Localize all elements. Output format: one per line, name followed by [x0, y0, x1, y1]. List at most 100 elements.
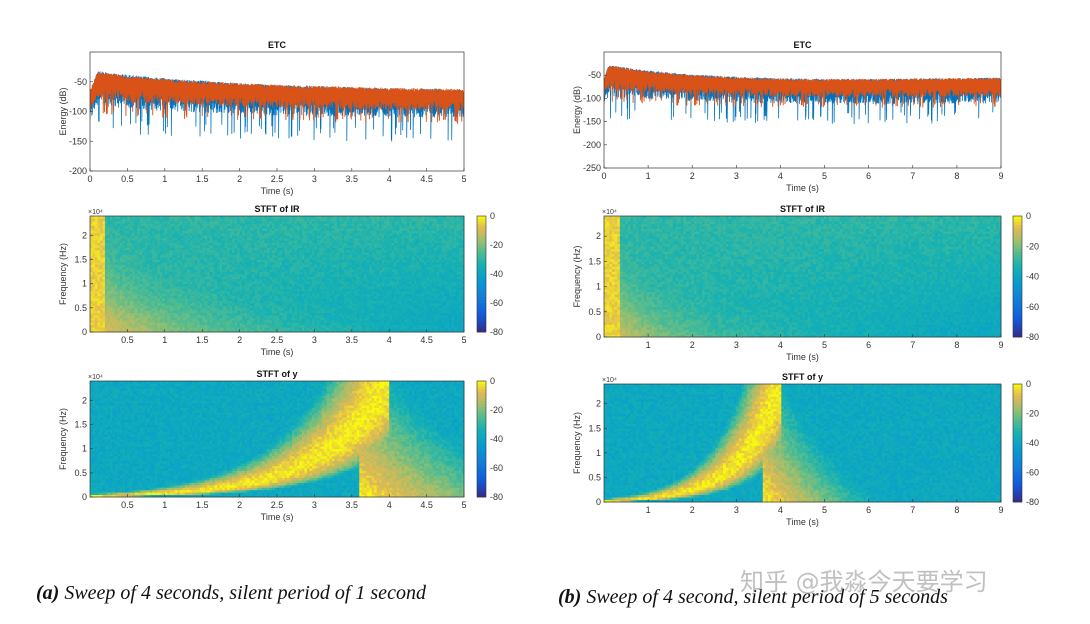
panel-a-stft-ir-cell: [112, 261, 116, 265]
panel-a-stft-ir-cell: [257, 242, 260, 246]
panel-a-stft-ir-cell: [294, 317, 298, 321]
panel-a-stft-ir-cell: [314, 281, 318, 285]
panel-a-stft-ir-cell: [174, 223, 178, 227]
panel-a-stft-ir-cell: [286, 237, 290, 241]
panel-a-stft-ir-cell: [334, 274, 338, 277]
panel-a-stft-ir-cell: [309, 281, 313, 285]
panel-a-stft-ir-cell: [144, 310, 148, 314]
panel-a-stft-ir-cell: [306, 264, 310, 268]
panel-a-stft-ir-cell: [319, 329, 323, 333]
panel-a-stft-ir-cell: [244, 269, 248, 272]
panel-a-stft-ir-cell: [274, 216, 278, 219]
panel-a-stft-ir-cell: [232, 254, 236, 258]
panel-a-stft-ir-cell: [207, 290, 211, 294]
panel-a-stft-ir-cell: [269, 293, 273, 297]
panel-a-stft-ir-cell: [296, 329, 300, 333]
panel-a-stft-ir-cell: [197, 266, 201, 270]
panel-a-stft-ir-cell: [212, 216, 216, 219]
panel-a-stft-ir-cell: [222, 322, 226, 326]
panel-a-stft-ir-cell: [159, 261, 163, 265]
panel-a-stft-ir-cell: [329, 218, 333, 222]
panel-a-stft-ir-cell: [252, 312, 255, 316]
panel-a-stft-ir-cell: [194, 242, 198, 246]
panel-a-stft-ir-cell: [192, 286, 196, 289]
panel-a-stft-ir-cell: [341, 242, 345, 246]
panel-a-stft-ir-cell: [152, 286, 156, 289]
panel-a-stft-ir-cell: [184, 310, 188, 314]
panel-a-stft-ir-cell: [97, 324, 101, 328]
panel-a-stft-ir-cell: [147, 261, 151, 265]
panel-a-stft-ir-cell: [281, 259, 285, 263]
panel-a-stft-ir-cell: [124, 322, 128, 326]
panel-a-stft-ir-cell: [321, 274, 325, 277]
panel-a-stft-ir-cell: [194, 228, 198, 231]
panel-a-stft-ir-cell: [209, 310, 213, 314]
panel-a-stft-ir-cell: [159, 271, 163, 275]
panel-a-stft-ir-cell: [274, 312, 278, 316]
panel-a-stft-ir-cell: [341, 220, 345, 224]
panel-a-stft-ir-cell: [137, 264, 141, 268]
panel-a-stft-ir-cell: [144, 264, 148, 268]
panel-a-stft-ir-cell: [169, 327, 173, 330]
panel-a-stft-ir-cell: [267, 312, 270, 316]
panel-a-stft-ir-cell: [174, 245, 178, 248]
panel-a-stft-ir-cell: [204, 230, 208, 234]
panel-a-stft-ir-cell: [222, 240, 226, 243]
panel-a-stft-ir-cell: [124, 278, 128, 282]
panel-a-stft-ir-cell: [147, 324, 151, 328]
panel-a-stft-ir-cell: [289, 257, 293, 260]
panel-a-stft-ir-cell: [284, 310, 288, 314]
panel-a-stft-ir-cell: [339, 269, 343, 272]
panel-a-stft-ir-cell: [311, 317, 315, 321]
panel-a-stft-ir-cell: [114, 269, 118, 272]
panel-a-stft-ir-cell: [204, 225, 208, 229]
panel-a-stft-ir-cell: [119, 245, 123, 248]
panel-a-stft-ir-cell: [281, 228, 285, 231]
panel-a-stft-ir-cell: [279, 310, 283, 314]
panel-a-stft-ir-cell: [259, 261, 263, 265]
panel-a-stft-ir-cell: [137, 245, 141, 248]
panel-a-stft-ir-cell: [194, 261, 198, 265]
panel-a-stft-ir-cell: [224, 240, 228, 243]
panel-a-stft-ir-cell: [277, 247, 280, 251]
panel-a-stft-ir-cell: [242, 324, 245, 328]
panel-a-stft-ir-cell: [154, 288, 158, 292]
panel-a-stft-ir-cell: [257, 237, 260, 241]
panel-a-stft-ir-cell: [299, 269, 303, 272]
panel-a-stft-ir-cell: [154, 298, 158, 301]
panel-a-stft-ir-cell: [279, 322, 283, 326]
panel-a-stft-ir-cell: [187, 310, 191, 314]
panel-a-stft-ir-cell: [247, 312, 250, 316]
panel-a-stft-ir-cell: [239, 220, 243, 224]
panel-a-stft-ir-cell: [97, 293, 101, 297]
panel-a-stft-ir-cell: [90, 329, 93, 333]
panel-a-stft-ir-cell: [119, 242, 123, 246]
panel-a-stft-ir-cell: [222, 324, 226, 328]
panel-a-stft-ir-cell: [104, 220, 108, 224]
panel-a-stft-ir-cell: [144, 271, 148, 275]
panel-a-stft-ir-cell: [331, 257, 335, 260]
panel-a-etc-xtick-label: 1: [162, 174, 167, 184]
panel-a-stft-ir-cell: [249, 218, 253, 222]
panel-a-stft-ir-cell: [249, 252, 253, 256]
panel-a-stft-ir-cell: [164, 281, 168, 285]
panel-a-stft-ir-cell: [209, 259, 213, 263]
panel-a-stft-ir-cell: [167, 232, 171, 236]
panel-a-stft-ir-cell: [329, 283, 333, 287]
panel-a-stft-ir-cell: [197, 249, 201, 253]
panel-a-stft-ir-cell: [272, 274, 275, 277]
panel-a-stft-ir-cell: [321, 290, 325, 294]
panel-a-stft-ir-cell: [284, 298, 288, 301]
panel-a-stft-ir-cell: [94, 315, 98, 318]
panel-a-stft-ir-cell: [127, 237, 131, 241]
panel-a-stft-ir-cell: [169, 322, 173, 326]
panel-a-stft-ir-cell: [234, 271, 238, 275]
panel-a-stft-ir-cell: [244, 300, 248, 304]
panel-a-stft-ir-cell: [321, 300, 325, 304]
panel-a-stft-ir-cell: [277, 254, 280, 258]
panel-a-stft-ir-cell: [217, 315, 221, 318]
panel-a-stft-ir-cell: [159, 322, 163, 326]
panel-a-stft-ir-cell: [242, 269, 245, 272]
panel-a-stft-ir-cell: [157, 315, 161, 318]
panel-a-stft-ir-cell: [286, 220, 290, 224]
